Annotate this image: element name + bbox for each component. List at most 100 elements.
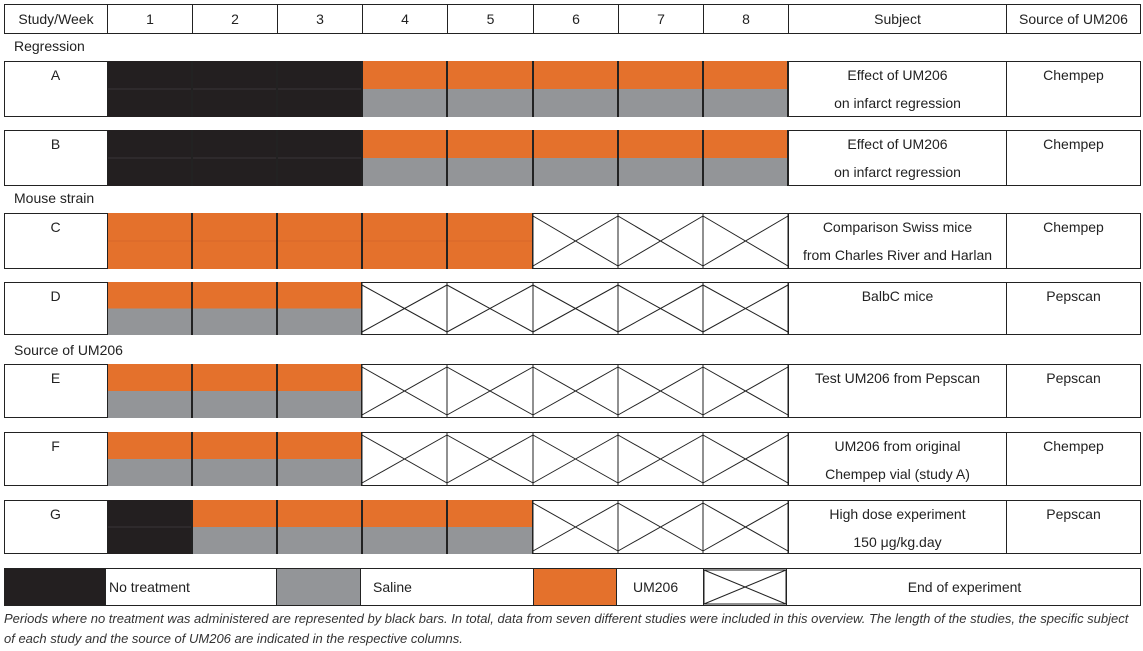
um206-saline-split-bar	[447, 130, 533, 186]
um206-saline-split-bar	[277, 500, 362, 554]
um206-saline-split-bar	[447, 500, 533, 554]
end-of-experiment-cross-icon	[702, 213, 789, 269]
study-subject-line-2: on infarct regression	[834, 95, 961, 111]
study-subject-line-1: Comparison Swiss mice	[822, 219, 973, 235]
legend-label-um206: UM206	[633, 579, 679, 595]
study-id: B	[50, 136, 61, 152]
header-week-2: 2	[192, 4, 278, 34]
study-id: A	[50, 67, 61, 83]
um206-bar	[277, 213, 362, 269]
end-of-experiment-cross-icon	[532, 432, 619, 486]
um206-saline-split-bar	[533, 130, 618, 186]
end-of-experiment-cross-icon	[532, 282, 619, 335]
source-divider	[1006, 500, 1007, 554]
end-of-experiment-cross-icon	[532, 213, 619, 269]
source-divider	[1006, 282, 1007, 335]
legend-label-saline: Saline	[373, 579, 412, 595]
um206-saline-split-bar	[107, 282, 192, 335]
study-subject-line-2: from Charles River and Harlan	[802, 247, 993, 263]
legend-swatch-um206	[533, 569, 617, 605]
study-id: D	[50, 288, 61, 304]
study-subject-line-2: Chempep vial (study A)	[825, 466, 970, 482]
subject-divider	[788, 213, 789, 269]
study-id: C	[50, 219, 61, 235]
no-treatment-bar	[107, 61, 192, 117]
um206-saline-split-bar	[362, 130, 447, 186]
section-mouse-strain: Mouse strain	[14, 190, 95, 206]
no-treatment-bar	[277, 61, 362, 117]
study-source: Pepscan	[1046, 288, 1101, 304]
um206-saline-split-bar	[192, 364, 277, 418]
end-of-experiment-cross-icon	[532, 364, 619, 418]
end-of-experiment-cross-icon	[702, 500, 789, 554]
um206-saline-split-bar	[703, 61, 788, 117]
um206-saline-split-bar	[107, 432, 192, 486]
end-of-experiment-cross-icon	[617, 213, 704, 269]
study-source: Pepscan	[1046, 370, 1101, 386]
header-week-5: 5	[447, 4, 534, 34]
study-subject-line-1: Effect of UM206	[847, 67, 948, 83]
end-of-experiment-cross-icon	[446, 282, 534, 335]
source-divider	[1006, 364, 1007, 418]
um206-saline-split-bar	[618, 61, 703, 117]
source-divider	[1006, 61, 1007, 117]
study-subject-line-1: BalbC mice	[861, 288, 934, 304]
um206-saline-split-bar	[703, 130, 788, 186]
subject-divider	[788, 130, 789, 186]
study-source: Chempep	[1043, 136, 1104, 152]
end-of-experiment-cross-icon	[446, 432, 534, 486]
um206-saline-split-bar	[362, 500, 447, 554]
subject-divider	[788, 282, 789, 335]
end-of-experiment-cross-icon	[617, 282, 704, 335]
um206-saline-split-bar	[277, 432, 362, 486]
study-subject-line-1: Test UM206 from Pepscan	[815, 370, 980, 386]
subject-divider	[788, 432, 789, 486]
end-of-experiment-cross-icon	[532, 500, 619, 554]
study-subject-line-1: UM206 from original	[834, 438, 961, 454]
legend-swatch-saline	[276, 569, 361, 605]
study-subject-line-1: High dose experiment	[829, 506, 966, 522]
study-id: F	[51, 438, 60, 454]
figure-caption: Periods where no treatment was administe…	[4, 611, 1129, 646]
um206-bar	[362, 213, 447, 269]
um206-saline-split-bar	[192, 432, 277, 486]
header-week-1: 1	[107, 4, 193, 34]
um206-saline-split-bar	[277, 282, 362, 335]
um206-saline-split-bar	[362, 61, 447, 117]
header-source: Source of UM206	[1006, 4, 1141, 34]
header-week-7: 7	[618, 4, 704, 34]
legend-divider	[105, 568, 106, 606]
um206-saline-split-bar	[192, 500, 277, 554]
um206-saline-split-bar	[618, 130, 703, 186]
no-treatment-bar	[277, 130, 362, 186]
study-source: Chempep	[1043, 438, 1104, 454]
no-treatment-bar	[192, 61, 277, 117]
um206-saline-split-bar	[107, 364, 192, 418]
legend-label-no-treatment: No treatment	[109, 579, 190, 595]
study-id: E	[50, 370, 61, 386]
um206-bar	[192, 213, 277, 269]
end-of-experiment-cross-icon	[702, 364, 789, 418]
um206-bar	[107, 213, 192, 269]
no-treatment-bar	[107, 500, 192, 554]
study-subject-line-2: on infarct regression	[834, 164, 961, 180]
source-divider	[1006, 213, 1007, 269]
um206-saline-split-bar	[277, 364, 362, 418]
end-of-experiment-cross-icon	[361, 364, 448, 418]
um206-bar	[447, 213, 533, 269]
header-week-6: 6	[533, 4, 619, 34]
legend-end-cross-icon	[703, 569, 787, 605]
end-of-experiment-cross-icon	[617, 432, 704, 486]
subject-divider	[788, 500, 789, 554]
header-study-week: Study/Week	[4, 4, 108, 34]
source-divider	[1006, 130, 1007, 186]
subject-divider	[788, 364, 789, 418]
um206-saline-split-bar	[192, 282, 277, 335]
um206-saline-split-bar	[447, 61, 533, 117]
um206-saline-split-bar	[533, 61, 618, 117]
end-of-experiment-cross-icon	[702, 432, 789, 486]
source-divider	[1006, 432, 1007, 486]
end-of-experiment-cross-icon	[361, 282, 448, 335]
legend-label-end: End of experiment	[907, 579, 1022, 595]
